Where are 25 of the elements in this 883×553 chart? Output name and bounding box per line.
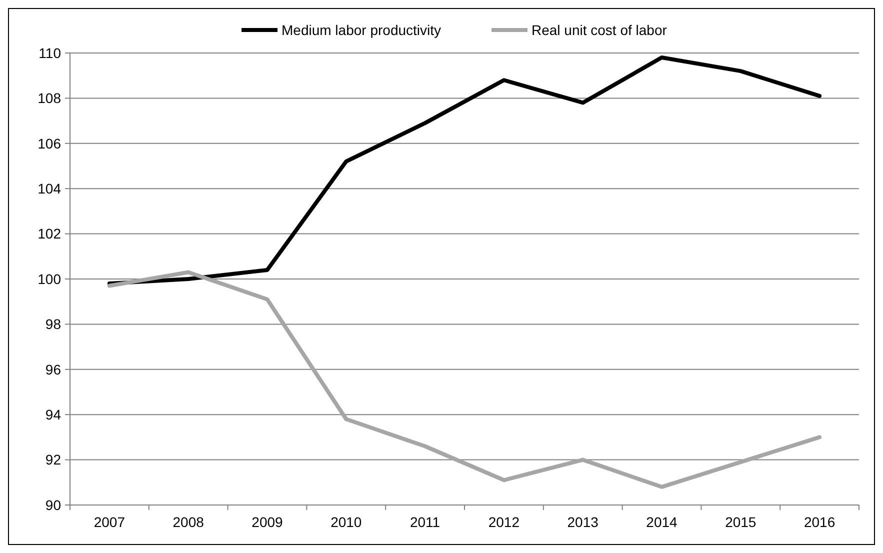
x-tick-label: 2014 bbox=[646, 514, 678, 530]
x-tick-label: 2007 bbox=[94, 514, 126, 530]
y-tick-label: 92 bbox=[45, 452, 62, 468]
y-tick-label: 100 bbox=[38, 270, 62, 287]
y-tick-label: 98 bbox=[45, 316, 62, 332]
y-tick-label: 104 bbox=[38, 180, 62, 196]
y-tick-label: 106 bbox=[38, 135, 62, 152]
y-tick-label: 94 bbox=[45, 406, 62, 422]
x-tick-label: 2016 bbox=[804, 514, 836, 530]
y-tick-label: 96 bbox=[45, 361, 62, 378]
x-tick-label: 2011 bbox=[410, 514, 440, 530]
y-tick-label: 102 bbox=[38, 226, 62, 242]
y-tick-label: 108 bbox=[38, 90, 62, 106]
legend-label: Medium labor productivity bbox=[282, 22, 442, 38]
x-tick-label: 2013 bbox=[567, 514, 599, 530]
legend-label: Real unit cost of labor bbox=[532, 22, 668, 38]
x-tick-label: 2010 bbox=[330, 514, 362, 530]
y-tick-label: 110 bbox=[38, 44, 62, 61]
x-tick-label: 2009 bbox=[252, 514, 284, 530]
y-tick-label: 90 bbox=[45, 496, 62, 513]
x-tick-label: 2012 bbox=[488, 514, 520, 530]
x-tick-label: 2015 bbox=[725, 514, 756, 530]
line-series bbox=[107, 270, 822, 489]
x-tick-label: 2008 bbox=[172, 514, 204, 530]
line-series bbox=[107, 56, 822, 286]
